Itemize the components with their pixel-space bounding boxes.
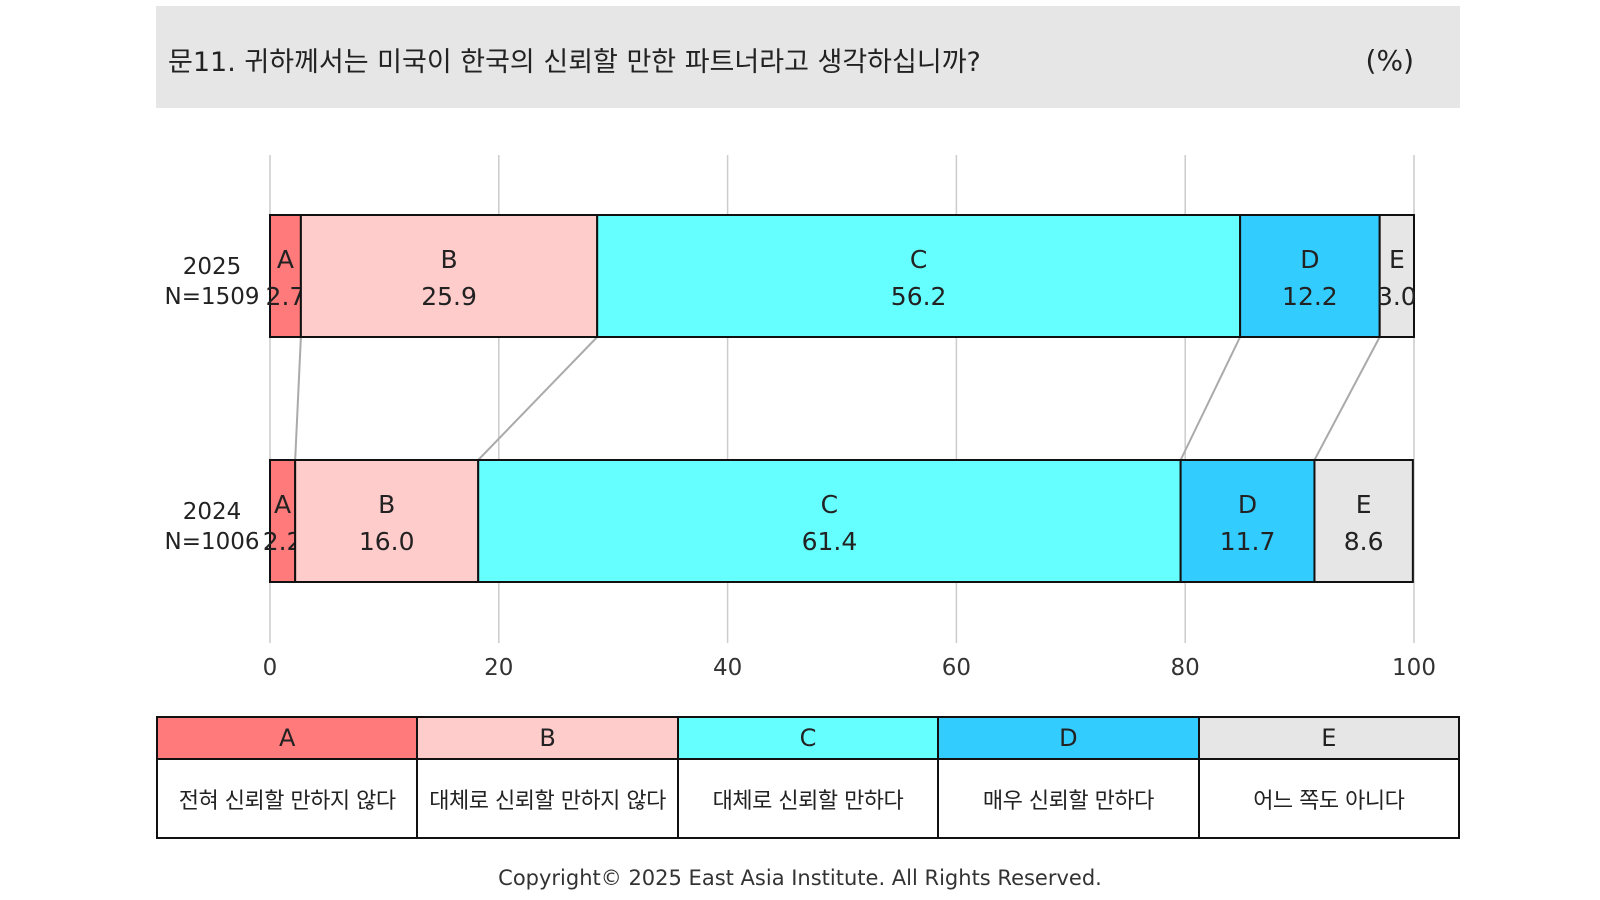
legend-key-e: E	[1197, 716, 1461, 760]
segment-key-2025-e: E	[1389, 245, 1405, 274]
data-label-2024-c: 61.4	[802, 527, 858, 556]
segment-key-2024-a: A	[274, 490, 291, 519]
data-label-2024-e: 8.6	[1344, 527, 1384, 556]
unit-label: (%)	[1365, 44, 1414, 77]
bar-2025-c	[596, 214, 1242, 338]
bar-2024-c	[477, 459, 1182, 583]
bar-2025-e	[1378, 214, 1416, 338]
category-label-2025: 2025	[183, 254, 242, 280]
segment-key-2025-a: A	[277, 245, 294, 274]
data-label-2025-a: 2.7	[266, 282, 306, 311]
x-tick-label-40: 40	[713, 655, 742, 681]
bar-2024-e	[1313, 459, 1414, 583]
sample-size-label-2025: N=1509	[164, 284, 259, 310]
x-tick-label-20: 20	[484, 655, 513, 681]
segment-key-2024-d: D	[1238, 490, 1257, 519]
stacked-bar-chart: A2.7B25.9C56.2D12.2E3.02025N=1509A2.2B16…	[164, 155, 1436, 681]
connector-line-a	[294, 336, 302, 461]
bar-2024-a	[269, 459, 297, 583]
data-label-2025-e: 3.0	[1377, 282, 1417, 311]
legend-desc-b: 대체로 신뢰할 만하지 않다	[416, 758, 679, 839]
x-tick-label-100: 100	[1392, 655, 1436, 681]
segment-key-2024-e: E	[1356, 490, 1372, 519]
bar-2024-b	[294, 459, 480, 583]
legend-desc-c: 대체로 신뢰할 만하다	[676, 758, 940, 839]
x-tick-label-60: 60	[942, 655, 971, 681]
legend-desc-a: 전혀 신뢰할 만하지 않다	[155, 758, 419, 839]
legend-key-b: B	[416, 716, 679, 760]
x-tick-label-0: 0	[263, 655, 278, 681]
segment-key-2024-c: C	[821, 490, 838, 519]
category-label-2024: 2024	[183, 499, 242, 525]
bar-2025-b	[299, 214, 599, 338]
data-label-2025-c: 56.2	[891, 282, 947, 311]
data-label-2025-d: 12.2	[1282, 282, 1338, 311]
connector-line-b	[477, 336, 598, 461]
segment-key-2025-c: C	[910, 245, 927, 274]
question-header: 문11. 귀하께서는 미국이 한국의 신뢰할 만한 파트너라고 생각하십니까? …	[156, 6, 1460, 108]
segment-key-2024-b: B	[378, 490, 395, 519]
connector-line-d	[1313, 336, 1381, 461]
sample-size-label-2024: N=1006	[164, 529, 259, 555]
legend-key-c: C	[676, 716, 940, 760]
bar-2025-d	[1239, 214, 1381, 338]
connector-line-c	[1179, 336, 1242, 461]
data-label-2024-d: 11.7	[1220, 527, 1276, 556]
bar-2024-d	[1179, 459, 1316, 583]
x-tick-label-80: 80	[1171, 655, 1200, 681]
copyright-notice: Copyright© 2025 East Asia Institute. All…	[498, 866, 1102, 890]
legend-table: A B C D E 전혀 신뢰할 만하지 않다 대체로 신뢰할 만하지 않다 대…	[155, 716, 1461, 839]
segment-key-2025-b: B	[440, 245, 457, 274]
legend-key-d: D	[937, 716, 1200, 760]
data-label-2025-b: 25.9	[421, 282, 477, 311]
data-label-2024-b: 16.0	[359, 527, 415, 556]
question-title: 문11. 귀하께서는 미국이 한국의 신뢰할 만한 파트너라고 생각하십니까?	[168, 47, 981, 78]
legend-desc-e: 어느 쪽도 아니다	[1197, 758, 1461, 839]
bar-2025-a	[269, 214, 302, 338]
legend-key-a: A	[155, 716, 419, 760]
legend-desc-d: 매우 신뢰할 만하다	[937, 758, 1200, 839]
segment-key-2025-d: D	[1300, 245, 1319, 274]
